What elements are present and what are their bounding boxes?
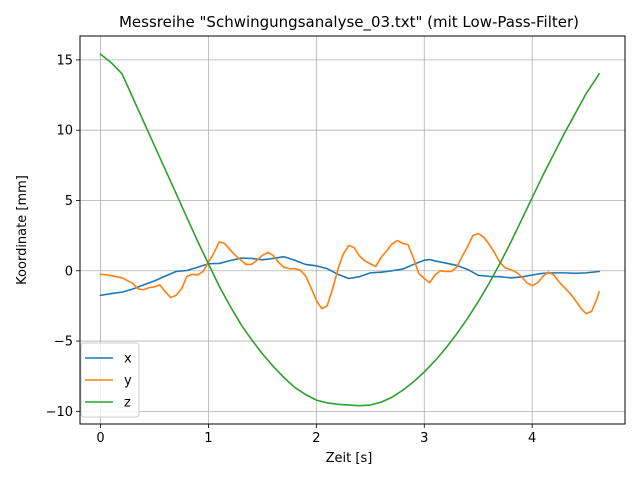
legend: xyz <box>80 342 140 418</box>
x-tick-label: 2 <box>312 431 320 446</box>
legend-label-z: z <box>124 396 131 411</box>
y-tick-label: 15 <box>56 53 73 68</box>
legend-label-y: y <box>124 374 132 389</box>
series-line-y <box>99 232 601 315</box>
plot-frame <box>79 35 626 425</box>
x-axis-label: Zeit [s] <box>326 451 373 466</box>
grid <box>80 36 625 424</box>
x-axis: 0 1 2 3 4 <box>96 424 536 446</box>
legend-label-x: x <box>124 352 132 367</box>
x-tick-label: 4 <box>528 431 536 446</box>
x-tick-label: 0 <box>96 431 104 446</box>
y-tick-label: −10 <box>46 405 73 420</box>
y-tick-label: 10 <box>56 124 73 139</box>
x-tick-label: 1 <box>204 431 212 446</box>
series-layer <box>99 53 601 407</box>
y-tick-label: −5 <box>54 335 73 350</box>
y-tick-label: 5 <box>65 194 73 209</box>
x-tick-label: 3 <box>420 431 428 446</box>
series-line-x <box>99 255 600 297</box>
y-axis: −10 −5 0 5 10 15 <box>46 53 80 420</box>
chart-title: Messreihe "Schwingungsanalyse_03.txt" (m… <box>119 13 579 32</box>
series-line-z <box>99 53 601 407</box>
y-tick-label: 0 <box>65 264 73 279</box>
y-axis-label: Koordinate [mm] <box>15 175 30 285</box>
